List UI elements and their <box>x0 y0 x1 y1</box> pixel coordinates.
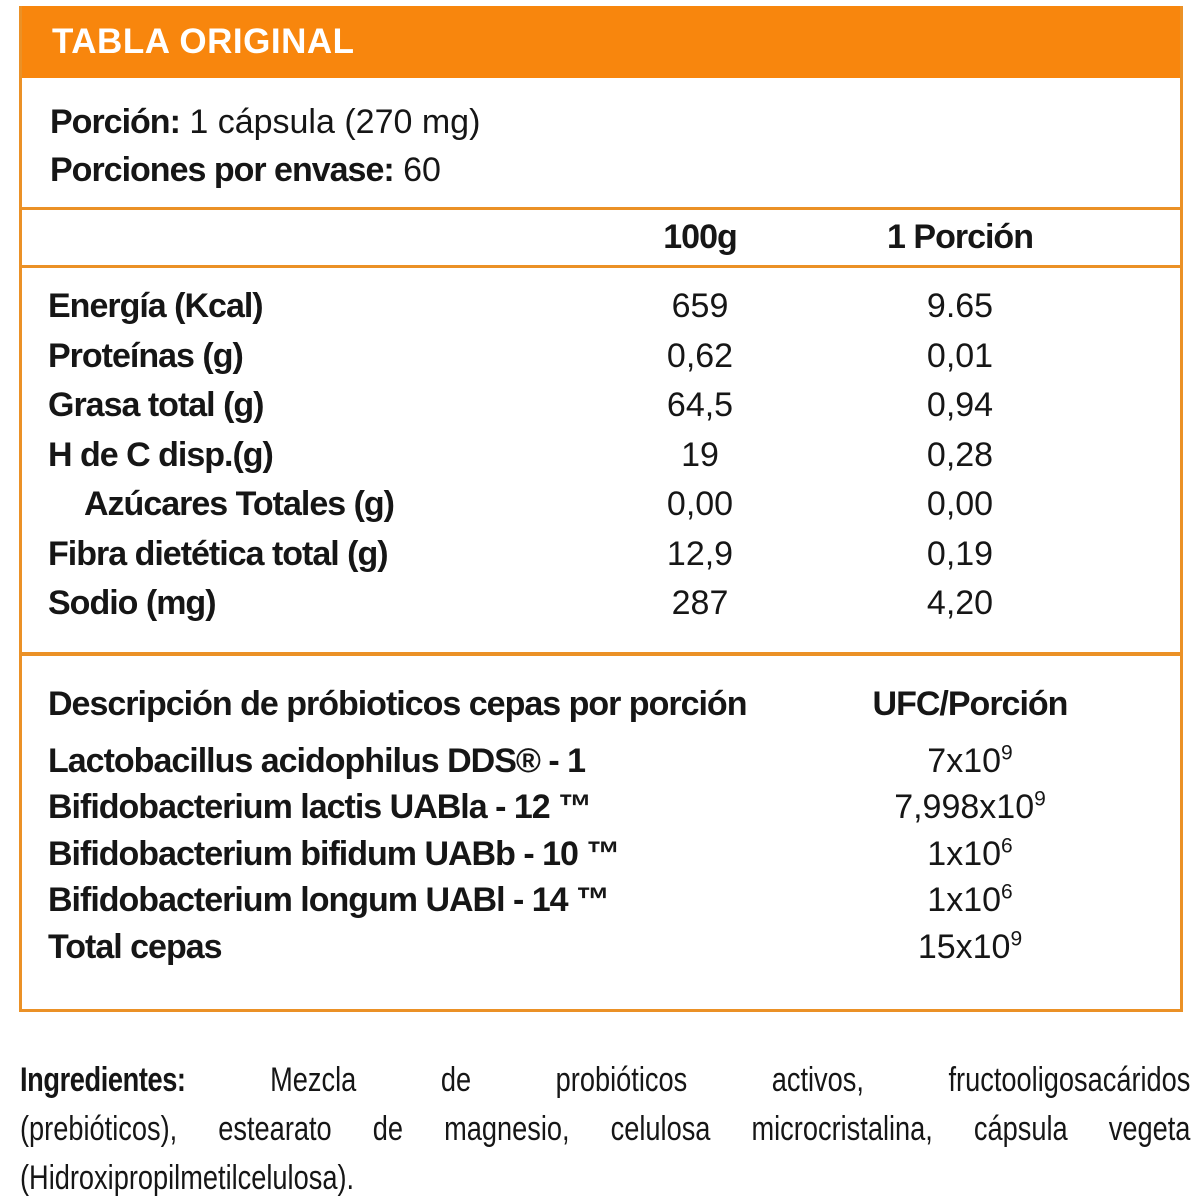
nutrient-row: Proteínas (g) 0,62 0,01 <box>48 332 1090 382</box>
column-header-row: 100g 1 Porción <box>22 210 1180 265</box>
probiotic-strain-label: Lactobacillus acidophilus DDS® - 1 <box>48 741 586 780</box>
probiotic-cfu-value: 7x109 <box>815 742 1125 781</box>
ingredients-line-3: (Hidroxipropilmetilcelulosa). <box>20 1159 355 1197</box>
nutrient-value-100g: 287 <box>671 584 729 623</box>
column-header-100g: 100g <box>663 218 738 256</box>
nutrient-label: Grasa total (g) <box>48 386 264 425</box>
serving-size-label: Porción: <box>50 103 181 141</box>
probiotic-row: Lactobacillus acidophilus DDS® - 1 7x109 <box>48 738 1125 785</box>
probiotic-strain-label: Bifidobacterium longum UABl - 14 ™ <box>48 881 610 920</box>
nutrient-value-portion: 0,00 <box>926 485 994 524</box>
probiotic-row: Bifidobacterium lactis UABla - 12 ™ 7,99… <box>48 785 1125 832</box>
nutrient-row: Energía (Kcal) 659 9.65 <box>48 282 1090 332</box>
nutrient-row: Azúcares Totales (g) 0,00 0,00 <box>48 480 1090 530</box>
ingredients-line-1-text: Mezcla de probióticos activos, fructooli… <box>185 1061 1191 1099</box>
probiotic-strain-label: Total cepas <box>48 927 223 966</box>
probiotic-row: Total cepas 15x109 <box>48 924 1125 971</box>
probiotic-cfu-value: 15x109 <box>815 928 1125 967</box>
probiotic-cfu-exponent: 6 <box>1001 834 1013 858</box>
probiotic-cfu-exponent: 6 <box>1001 880 1013 904</box>
nutrient-value-portion: 0,28 <box>926 435 994 474</box>
probiotic-cfu-base: 15x10 <box>917 927 1011 966</box>
nutrient-label: Proteínas (g) <box>48 336 244 375</box>
nutrient-row: Grasa total (g) 64,5 0,94 <box>48 381 1090 431</box>
nutrient-value-portion: 0,94 <box>926 386 994 425</box>
probiotic-row: Bifidobacterium bifidum UABb - 10 ™ 1x10… <box>48 831 1125 878</box>
serving-size-line: Porción: 1 cápsula (270 mg) <box>50 98 1180 146</box>
nutrient-value-100g: 0,62 <box>666 336 734 375</box>
nutrient-row: Sodio (mg) 287 4,20 <box>48 579 1090 629</box>
probiotic-strain-label: Bifidobacterium bifidum UABb - 10 ™ <box>48 834 620 873</box>
table-title-band: TABLA ORIGINAL <box>22 6 1180 78</box>
nutrient-value-portion: 9.65 <box>926 287 994 326</box>
probiotics-header-value: UFC/Porción <box>872 684 1069 723</box>
probiotic-cfu-exponent: 9 <box>1001 741 1013 765</box>
divider-probiotics <box>22 652 1180 656</box>
ingredients-line-2: (prebióticos), estearato de magnesio, ce… <box>20 1110 1191 1148</box>
table-title: TABLA ORIGINAL <box>52 22 355 61</box>
probiotic-cfu-base: 7,998x10 <box>894 788 1035 827</box>
probiotic-cfu-base: 7x10 <box>927 741 1002 780</box>
nutrient-value-100g: 0,00 <box>666 485 734 524</box>
nutrient-label: H de C disp.(g) <box>48 435 274 474</box>
nutrient-value-100g: 12,9 <box>666 534 734 573</box>
column-header-porcion: 1 Porción <box>887 218 1034 256</box>
probiotic-cfu-value: 7,998x109 <box>815 788 1125 827</box>
servings-per-container-label: Porciones por envase: <box>50 151 395 189</box>
servings-per-container-line: Porciones por envase: 60 <box>50 146 1180 194</box>
probiotic-cfu-exponent: 9 <box>1010 927 1023 951</box>
nutrient-label: Azúcares Totales (g) <box>84 485 395 524</box>
nutrient-row: Fibra dietética total (g) 12,9 0,19 <box>48 530 1090 580</box>
nutrient-label: Energía (Kcal) <box>48 287 264 326</box>
nutrient-value-100g: 659 <box>671 287 729 326</box>
nutrient-label: Sodio (mg) <box>48 584 217 623</box>
probiotic-row: Bifidobacterium longum UABl - 14 ™ 1x106 <box>48 878 1125 925</box>
probiotic-cfu-base: 1x10 <box>927 881 1002 920</box>
nutrient-value-100g: 19 <box>681 435 719 474</box>
divider-colheads <box>22 265 1180 268</box>
probiotic-strain-label: Bifidobacterium lactis UABla - 12 ™ <box>48 788 592 827</box>
probiotic-cfu-value: 1x106 <box>815 835 1125 874</box>
nutrient-value-portion: 0,19 <box>926 534 994 573</box>
probiotic-cfu-base: 1x10 <box>927 834 1002 873</box>
probiotics-header-row: Descripción de próbioticos cepas por por… <box>48 680 1125 728</box>
serving-size-value: 1 cápsula (270 mg) <box>179 103 481 141</box>
probiotic-cfu-exponent: 9 <box>1034 787 1046 811</box>
servings-per-container-value: 60 <box>393 151 441 189</box>
serving-info: Porción: 1 cápsula (270 mg) Porciones po… <box>22 78 1180 207</box>
divider-top <box>22 207 1180 210</box>
probiotic-rows: Lactobacillus acidophilus DDS® - 1 7x109… <box>48 738 1125 971</box>
nutrient-row: H de C disp.(g) 19 0,28 <box>48 431 1090 481</box>
nutrient-rows: Energía (Kcal) 659 9.65 Proteínas (g) 0,… <box>22 268 1180 652</box>
ingredients-line-1: Ingredientes: Mezcla de probióticos acti… <box>20 1056 1190 1105</box>
nutrient-value-portion: 4,20 <box>926 584 994 623</box>
nutrient-value-100g: 64,5 <box>666 386 734 425</box>
nutrition-table: TABLA ORIGINAL Porción: 1 cápsula (270 m… <box>19 6 1183 1012</box>
nutrient-label: Fibra dietética total (g) <box>48 534 389 573</box>
probiotics-header-label: Descripción de próbioticos cepas por por… <box>48 684 747 723</box>
ingredients-label: Ingredientes: <box>20 1061 186 1099</box>
ingredients-paragraph: Ingredientes: Mezcla de probióticos acti… <box>20 1056 1190 1200</box>
probiotics-section: Descripción de próbioticos cepas por por… <box>22 656 1180 971</box>
nutrient-value-portion: 0,01 <box>926 336 994 375</box>
probiotic-cfu-value: 1x106 <box>815 881 1125 920</box>
